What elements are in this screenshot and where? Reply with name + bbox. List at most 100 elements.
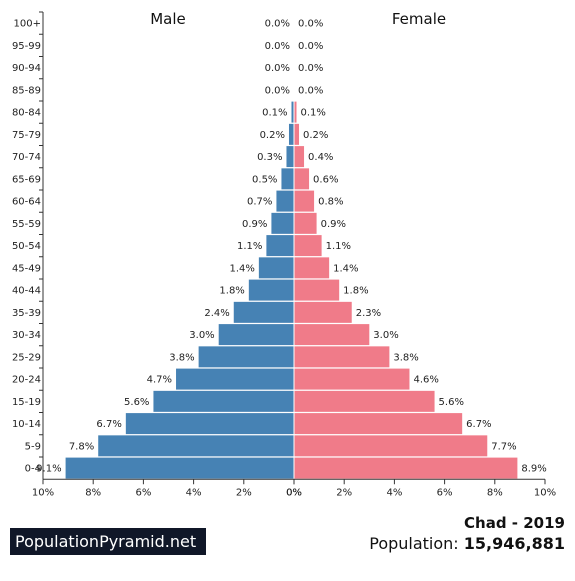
age-group-label: 65-69 <box>12 174 41 185</box>
female-bar-75-79 <box>294 123 300 145</box>
female-bar-65-69 <box>294 168 310 190</box>
female-value-label: 0.0% <box>298 19 323 30</box>
male-value-label: 0.0% <box>265 41 290 52</box>
age-group-label: 40-44 <box>12 286 41 297</box>
male-bars: 0.0% 0.0% 0.0% 0.0% 0.1% 0.2% 0.3% 0.5% 0.7% 0.9%… <box>36 19 294 479</box>
male-bar-0-4 <box>65 457 294 479</box>
male-bar-5-9 <box>98 435 294 457</box>
female-value-label: 3.0% <box>373 330 398 341</box>
male-bar-20-24 <box>176 368 294 390</box>
female-bar-25-29 <box>294 346 390 368</box>
brand-logo: PopulationPyramid.net <box>10 528 206 555</box>
age-group-label: 45-49 <box>12 263 41 274</box>
male-bar-40-44 <box>248 279 294 301</box>
axes: 100+ 95-99 90-94 85-89 80-84 75-79 70-74 65-69 6… <box>12 11 556 498</box>
male-value-label: 3.8% <box>169 352 194 363</box>
age-group-label: 75-79 <box>12 130 41 141</box>
x-tick-label-left: 4% <box>186 487 202 498</box>
age-group-label: 95-99 <box>12 41 41 52</box>
population-label: Population: <box>369 534 459 553</box>
male-bar-45-49 <box>258 257 294 279</box>
age-group-label: 90-94 <box>12 63 41 74</box>
male-value-label: 0.0% <box>265 85 290 96</box>
age-group-label: 30-34 <box>12 330 41 341</box>
male-value-label: 1.1% <box>237 241 262 252</box>
female-bar-60-64 <box>294 190 315 212</box>
male-value-label: 0.1% <box>262 108 287 119</box>
female-bar-50-54 <box>294 235 322 257</box>
male-bar-35-39 <box>233 301 294 323</box>
age-group-label: 0-4 <box>25 464 41 475</box>
female-value-label: 6.7% <box>466 419 491 430</box>
age-group-label: 5-9 <box>25 441 41 452</box>
x-tick-label-left: 2% <box>236 487 252 498</box>
female-bar-0-4 <box>294 457 518 479</box>
x-tick-label-left: 6% <box>135 487 151 498</box>
male-value-label: 0.0% <box>265 19 290 30</box>
x-tick-label-left: 0% <box>286 487 302 498</box>
female-value-label: 0.0% <box>298 85 323 96</box>
x-tick-label-right: 8% <box>487 487 503 498</box>
male-value-label: 0.5% <box>252 174 277 185</box>
male-bar-65-69 <box>281 168 294 190</box>
female-value-label: 0.4% <box>308 152 333 163</box>
male-value-label: 1.4% <box>229 263 254 274</box>
male-bar-70-74 <box>286 146 294 168</box>
age-group-label: 80-84 <box>12 108 41 119</box>
female-bar-15-19 <box>294 390 435 412</box>
female-series-label: Female <box>392 10 446 28</box>
male-value-label: 1.8% <box>219 286 244 297</box>
age-group-label: 25-29 <box>12 352 41 363</box>
female-bar-20-24 <box>294 368 410 390</box>
male-value-label: 0.3% <box>257 152 282 163</box>
age-group-label: 50-54 <box>12 241 41 252</box>
female-bar-55-59 <box>294 212 317 234</box>
male-value-label: 0.7% <box>247 197 272 208</box>
age-group-label: 60-64 <box>12 197 41 208</box>
male-value-label: 7.8% <box>69 441 94 452</box>
x-tick-label-left: 10% <box>32 487 54 498</box>
female-bar-5-9 <box>294 435 488 457</box>
age-group-label: 55-59 <box>12 219 41 230</box>
age-group-label: 70-74 <box>12 152 41 163</box>
age-group-label: 10-14 <box>12 419 41 430</box>
male-value-label: 6.7% <box>96 419 121 430</box>
male-series-label: Male <box>150 10 186 28</box>
age-group-label: 35-39 <box>12 308 41 319</box>
female-value-label: 1.1% <box>326 241 351 252</box>
male-bar-60-64 <box>276 190 294 212</box>
male-value-label: 0.0% <box>265 63 290 74</box>
age-group-label: 85-89 <box>12 85 41 96</box>
female-bar-70-74 <box>294 146 305 168</box>
x-tick-label-right: 2% <box>336 487 352 498</box>
male-bar-30-34 <box>218 324 294 346</box>
female-value-label: 8.9% <box>521 464 546 475</box>
male-value-label: 0.9% <box>242 219 267 230</box>
female-value-label: 5.6% <box>439 397 464 408</box>
female-value-label: 4.6% <box>413 375 438 386</box>
population-value: 15,946,881 <box>463 534 565 553</box>
x-tick-label-right: 6% <box>437 487 453 498</box>
female-value-label: 2.3% <box>356 308 381 319</box>
x-tick-label-right: 10% <box>534 487 556 498</box>
male-bar-80-84 <box>291 101 294 123</box>
country-year: Chad - 2019 <box>464 514 565 532</box>
male-bar-15-19 <box>153 390 294 412</box>
x-tick-label-left: 8% <box>85 487 101 498</box>
population-line: Population: 15,946,881 <box>369 534 565 553</box>
female-bar-40-44 <box>294 279 340 301</box>
female-bar-10-14 <box>294 413 463 435</box>
male-value-label: 0.2% <box>260 130 285 141</box>
female-value-label: 1.4% <box>333 263 358 274</box>
female-value-label: 1.8% <box>343 286 368 297</box>
female-bars: 0.0% 0.0% 0.0% 0.0% 0.1% 0.2% 0.4% 0.6% 0.8% 0.9%… <box>294 19 547 479</box>
male-bar-75-79 <box>288 123 294 145</box>
male-bar-25-29 <box>198 346 294 368</box>
female-value-label: 0.6% <box>313 174 338 185</box>
female-value-label: 0.0% <box>298 41 323 52</box>
x-tick-label-right: 0% <box>286 487 302 498</box>
male-value-label: 3.0% <box>189 330 214 341</box>
female-value-label: 0.0% <box>298 63 323 74</box>
age-group-label: 20-24 <box>12 375 41 386</box>
female-bar-35-39 <box>294 301 352 323</box>
